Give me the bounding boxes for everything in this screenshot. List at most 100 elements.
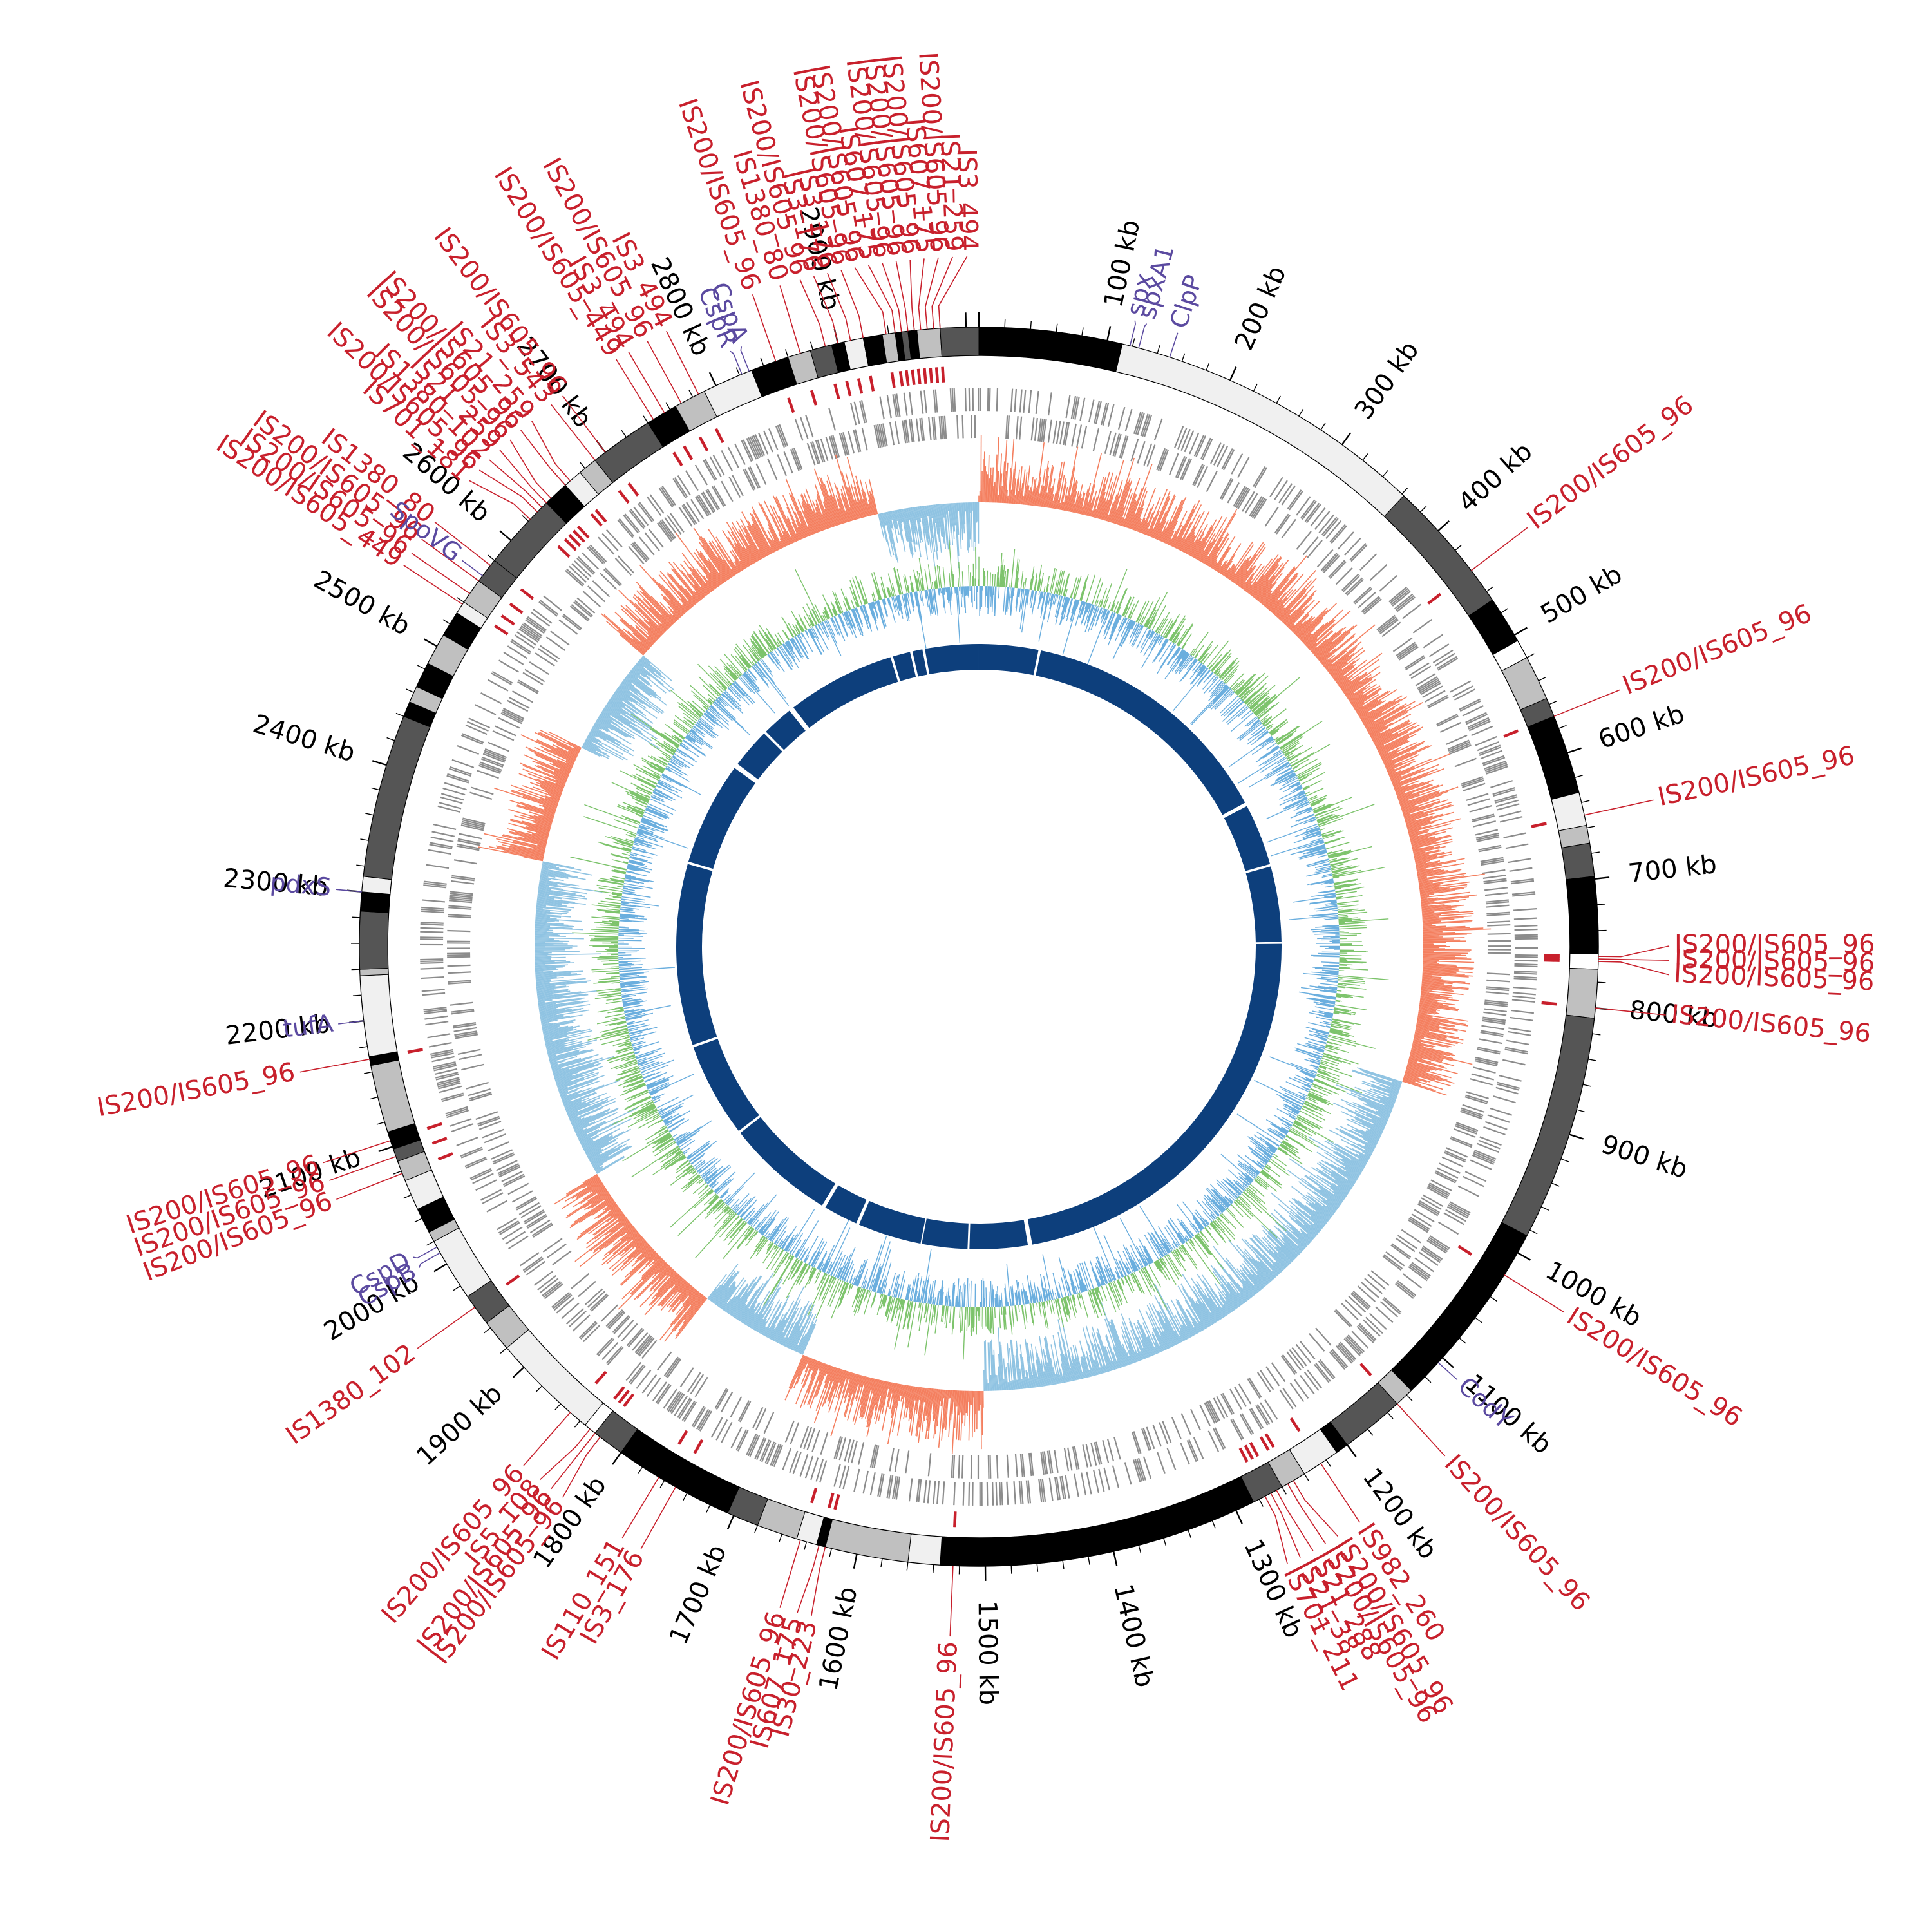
gc-skew-bar [1036, 1359, 1041, 1387]
gc-content-bar [1080, 574, 1089, 601]
gc-skew-bar [1010, 1381, 1012, 1390]
cds-feature [869, 1472, 876, 1495]
gc-skew-bar [1226, 1300, 1234, 1312]
gc-skew-bar [891, 1383, 899, 1419]
gc-skew-bar [1010, 1339, 1016, 1390]
gc-skew-bar [1110, 1360, 1115, 1370]
gc-skew-bar [1419, 887, 1464, 895]
gc-skew-bar [1402, 1081, 1447, 1096]
gc-content-bar [1010, 549, 1016, 588]
is-element-mark [833, 383, 840, 399]
cds-feature [1420, 682, 1441, 696]
gc-skew-bar [1209, 555, 1217, 567]
gc-skew-bar [934, 1388, 938, 1419]
gc-skew-bar [1361, 1080, 1399, 1095]
cds-feature [1368, 1312, 1387, 1330]
cds-feature [454, 1032, 478, 1037]
cds-feature [933, 389, 936, 413]
gc-skew-bar [1134, 507, 1144, 531]
gc-skew-bar [1119, 516, 1124, 526]
cds-feature [1319, 1359, 1336, 1379]
cds-feature [1180, 1413, 1191, 1435]
cds-feature [923, 390, 927, 414]
gc-skew-bar [1189, 524, 1208, 556]
gc-skew-bar [1418, 879, 1429, 882]
gc-skew-bar [1357, 1143, 1374, 1153]
cds-feature [1359, 1323, 1377, 1341]
cds-feature [632, 542, 649, 562]
cds-feature [1402, 603, 1421, 620]
cds-feature [1429, 1182, 1450, 1195]
cds-feature [1289, 490, 1303, 511]
cds-feature [630, 509, 646, 528]
gc-skew-bar [1391, 770, 1422, 783]
cds-feature [1142, 1456, 1152, 1479]
contig-block [1527, 715, 1580, 800]
gc-skew-bar [1328, 655, 1350, 673]
cds-feature [453, 859, 477, 865]
gc-skew-bar [1422, 918, 1455, 922]
cds-feature [1426, 694, 1448, 707]
cds-feature [951, 1454, 954, 1478]
cds-feature [1417, 1203, 1439, 1217]
gc-skew-bar [1108, 494, 1118, 522]
cds-feature [790, 449, 800, 471]
cds-feature [439, 1085, 462, 1094]
cds-feature [747, 467, 759, 489]
cds-feature [1098, 1468, 1105, 1492]
is-element-mark [613, 1386, 625, 1400]
gc-skew-bar [1149, 528, 1154, 537]
gc-skew-bar [1184, 1318, 1195, 1336]
gc-skew-bar [1352, 1148, 1370, 1159]
gc-skew-bar [1386, 1088, 1399, 1094]
gc-skew-bar [1035, 442, 1045, 506]
gc-skew-bar [1414, 855, 1438, 861]
gc-skew-bar [1360, 700, 1392, 720]
gc-skew-bar [1270, 1192, 1320, 1234]
gc-skew-bar [1343, 681, 1360, 694]
gc-skew-bar [781, 1322, 794, 1345]
cds-feature [1206, 470, 1218, 493]
gc-skew-bar [1421, 985, 1452, 990]
gc-skew-bar [1421, 983, 1469, 989]
cds-feature [663, 1388, 677, 1409]
cds-feature [1365, 1316, 1383, 1334]
gc-skew-bar [1300, 620, 1322, 641]
cds-feature [1466, 714, 1488, 725]
gc-skew-bar [1256, 560, 1289, 600]
gc-content-bar [1336, 900, 1359, 904]
gc-skew-bar [962, 1390, 965, 1424]
gc-skew-bar [1061, 501, 1065, 511]
gc-skew-bar [1415, 1030, 1464, 1041]
cds-feature [764, 1441, 775, 1464]
gc-skew-bar [678, 1296, 706, 1332]
gc-skew-bar [1264, 555, 1308, 607]
cds-feature [638, 536, 655, 556]
gc-skew-bar [1403, 1075, 1420, 1082]
gc-skew-bar [843, 1373, 857, 1416]
gc-skew-bar [1253, 564, 1280, 598]
gc-skew-bar [950, 1390, 953, 1421]
gc-content-bar [1269, 719, 1287, 734]
gc-skew-bar [1112, 509, 1117, 524]
gc-skew-bar [908, 1386, 914, 1413]
gc-skew-bar [1302, 1197, 1331, 1220]
cds-feature [477, 770, 499, 779]
gc-skew-bar [1294, 618, 1312, 635]
cds-feature [694, 464, 708, 486]
gc-skew-bar [1273, 1209, 1311, 1243]
cds-feature [1422, 1194, 1444, 1208]
cds-feature [565, 1307, 585, 1325]
gc-skew-bar [1387, 760, 1417, 773]
cds-feature [519, 627, 540, 641]
gc-skew-bar [1311, 639, 1327, 653]
cds-feature [1513, 976, 1537, 979]
gc-skew-bar [1025, 1370, 1028, 1388]
cds-feature [466, 1081, 489, 1090]
is-element-mark [426, 1122, 442, 1130]
gc-skew-bar [1232, 556, 1251, 583]
gc-skew-bar [784, 1355, 805, 1401]
gc-skew-bar [1169, 530, 1177, 545]
gc-skew-bar [642, 1259, 664, 1281]
gc-skew-bar [807, 1357, 811, 1365]
